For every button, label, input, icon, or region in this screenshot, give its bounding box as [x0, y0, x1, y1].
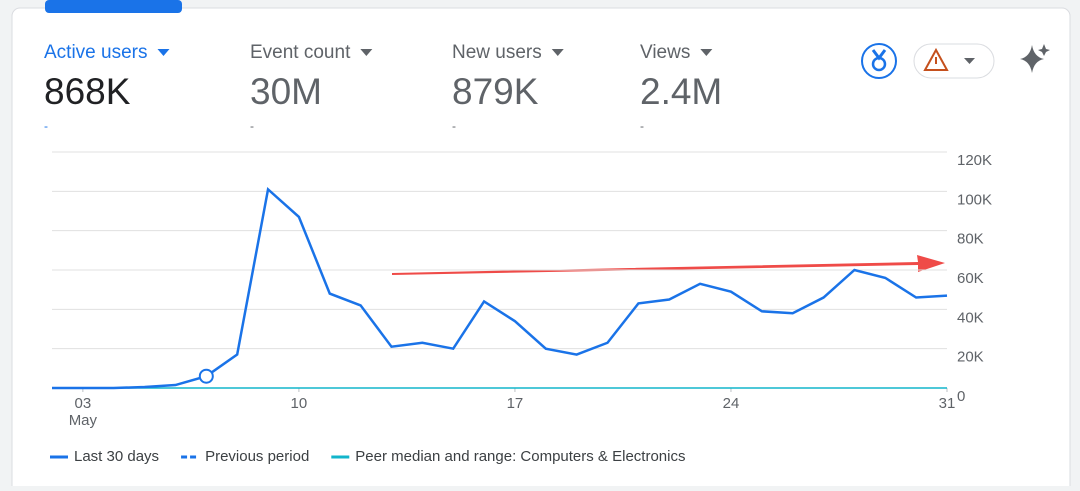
hover-point	[198, 368, 214, 384]
legend-label: Peer median and range: Computers & Elect…	[355, 448, 685, 465]
metric-label[interactable]: New users	[452, 42, 542, 63]
dropdown-caret	[157, 49, 170, 56]
warning-dropdown[interactable]	[913, 43, 995, 79]
legend-item[interactable]: Last 30 days	[50, 448, 159, 465]
metric-value: 868K	[44, 71, 131, 112]
metric-value: 30M	[250, 71, 322, 112]
x-tick-label: 03	[75, 395, 92, 412]
y-tick-label: 100K	[957, 191, 992, 208]
legend-label: Last 30 days	[74, 448, 159, 465]
y-tick-label: 60K	[957, 270, 984, 287]
metric-label[interactable]: Views	[640, 42, 690, 63]
y-tick-label: 0	[957, 388, 965, 405]
metric-delta: -	[452, 119, 456, 133]
x-tick-label: 31	[939, 395, 956, 412]
dropdown-caret	[551, 49, 564, 56]
metric-delta: -	[640, 119, 644, 133]
legend-item[interactable]: Previous period	[181, 448, 309, 465]
dropdown-caret	[360, 49, 373, 56]
legend-item[interactable]: Peer median and range: Computers & Elect…	[331, 448, 685, 465]
metric-value: 2.4M	[640, 71, 722, 112]
metric-label[interactable]: Event count	[250, 42, 351, 63]
card	[11, 7, 1071, 491]
metric-label[interactable]: Active users	[44, 42, 147, 63]
annotation-arrow	[392, 255, 945, 275]
x-sublabel: May	[69, 412, 98, 429]
y-tick-label: 80K	[957, 231, 984, 248]
sparkle-icon[interactable]	[1020, 44, 1050, 73]
x-tick-label: 10	[291, 395, 308, 412]
x-tick-label: 17	[507, 395, 524, 412]
badge-icon[interactable]	[861, 43, 897, 79]
metric-delta: -	[250, 119, 254, 133]
x-tick-label: 24	[723, 395, 740, 412]
y-tick-label: 120K	[957, 152, 992, 169]
dropdown-caret	[700, 49, 713, 56]
y-tick-label: 40K	[957, 309, 984, 326]
metric-value: 879K	[452, 71, 539, 112]
selected-tab	[45, 0, 182, 13]
y-tick-label: 20K	[957, 349, 984, 366]
metric-delta: -	[44, 119, 48, 133]
legend-label: Previous period	[205, 448, 309, 465]
